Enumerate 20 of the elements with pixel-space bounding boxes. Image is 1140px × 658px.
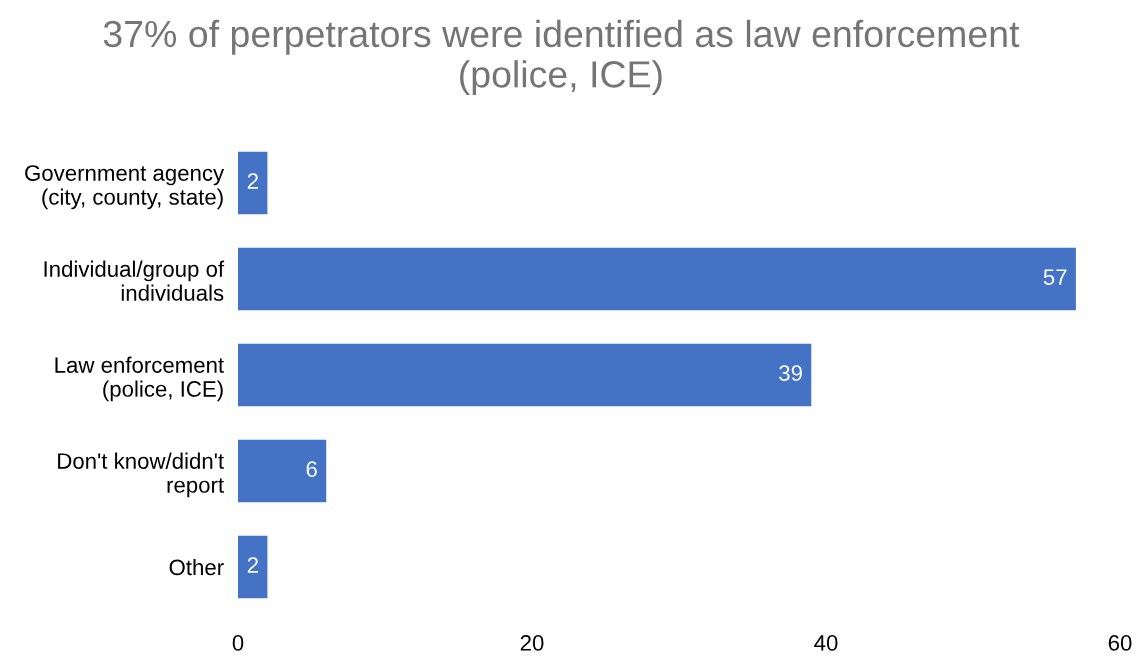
x-tick-label: 0 <box>232 635 244 651</box>
y-tick-label: Law enforcement (police, ICE) <box>55 356 224 402</box>
data-label: 2 <box>247 173 258 189</box>
bar <box>238 535 268 599</box>
chart-title: 37% of perpetrators were identified as law enforcement (police, ICE) <box>103 19 1020 96</box>
bar <box>238 439 327 503</box>
bar <box>238 343 812 407</box>
bar <box>238 151 268 215</box>
bar <box>238 247 1076 311</box>
data-label: 6 <box>306 461 317 477</box>
data-label: 57 <box>1043 269 1067 285</box>
y-tick-label: Don't know/didn't report <box>58 452 224 498</box>
x-tick-label: 60 <box>1108 635 1132 651</box>
data-label: 39 <box>779 365 802 381</box>
y-tick-label: Individual/group of individuals <box>44 260 225 301</box>
x-tick-label: 20 <box>520 635 544 651</box>
x-tick-label: 40 <box>814 635 838 651</box>
y-tick-label: Government agency (city, county, state) <box>25 165 225 210</box>
y-tick-label: Other <box>169 558 224 576</box>
data-label: 2 <box>247 557 258 573</box>
